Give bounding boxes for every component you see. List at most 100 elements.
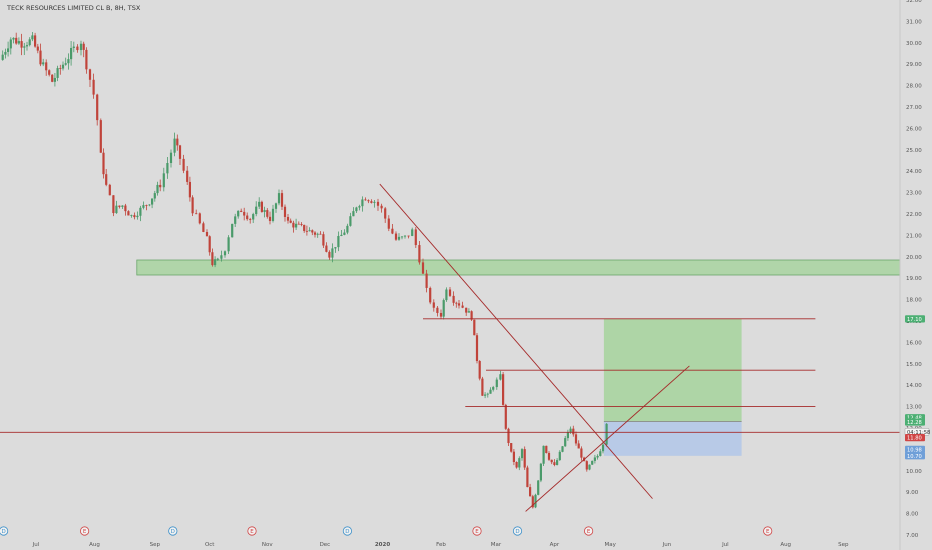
- candle-body: [373, 201, 376, 203]
- candle: [502, 371, 505, 406]
- earnings-marker: E: [472, 526, 482, 536]
- candle: [316, 232, 319, 238]
- price-label: 17.10: [905, 315, 925, 323]
- candle-body: [337, 235, 340, 248]
- candle-body: [72, 46, 75, 48]
- candle: [394, 231, 398, 241]
- candle: [518, 456, 521, 471]
- candle: [550, 459, 553, 465]
- candle-body: [461, 305, 464, 308]
- candle-body: [531, 496, 534, 508]
- candle: [295, 218, 298, 230]
- candle: [96, 93, 99, 126]
- candle: [142, 201, 145, 210]
- candle-body: [566, 432, 569, 439]
- candle: [186, 166, 189, 185]
- candle-body: [9, 39, 12, 49]
- candle: [277, 189, 281, 206]
- candle: [72, 41, 75, 53]
- candle-body: [561, 446, 564, 452]
- candle: [403, 235, 407, 239]
- candle: [79, 40, 83, 56]
- candle-body: [355, 207, 358, 212]
- candle: [572, 425, 575, 437]
- candle: [112, 195, 115, 217]
- candle-body: [48, 70, 51, 75]
- candle-body: [331, 248, 334, 258]
- event-label: D: [171, 529, 175, 535]
- event-label: E: [587, 529, 591, 535]
- candle-body: [507, 428, 510, 444]
- x-tick-label: 2020: [375, 542, 390, 548]
- candle: [322, 231, 325, 248]
- candle-body: [159, 184, 162, 188]
- candle: [4, 48, 7, 59]
- candle-body: [156, 184, 159, 194]
- candle-body: [300, 224, 303, 225]
- trendline-1: [379, 183, 653, 499]
- candle: [76, 44, 79, 53]
- candle: [297, 221, 300, 225]
- price-label-text: 10.70: [907, 454, 922, 460]
- candle-body: [574, 434, 578, 444]
- candle-body: [387, 218, 390, 229]
- candle: [384, 206, 387, 223]
- candle: [319, 231, 322, 235]
- candle: [421, 258, 425, 275]
- price-label: 12.28: [905, 418, 925, 426]
- candle-body: [445, 289, 448, 301]
- candle: [130, 214, 133, 218]
- x-tick-label: May: [605, 542, 617, 548]
- candle: [512, 448, 515, 466]
- candle: [325, 242, 328, 253]
- candle-body: [313, 232, 317, 235]
- support-zone: [136, 259, 901, 276]
- candle: [208, 235, 211, 256]
- candle: [243, 207, 246, 221]
- candle-body: [59, 68, 62, 69]
- price-label: 04:11:58: [904, 428, 930, 436]
- event-circle: [763, 526, 773, 536]
- candle: [136, 211, 139, 220]
- candle-body: [205, 231, 209, 237]
- candle: [198, 212, 201, 225]
- candle-body: [4, 51, 7, 55]
- candle: [124, 203, 127, 216]
- candle-body: [305, 230, 308, 232]
- candle-body: [115, 205, 118, 214]
- candle-body: [45, 62, 48, 71]
- candle-body: [512, 451, 515, 463]
- candle-body: [328, 251, 331, 258]
- candle-body: [593, 457, 596, 461]
- candle: [151, 198, 154, 209]
- candle: [252, 212, 255, 224]
- candle-body: [539, 463, 542, 481]
- candle: [349, 212, 352, 227]
- price-label-box: [905, 434, 925, 442]
- candle-body: [504, 404, 507, 429]
- candle: [539, 462, 542, 483]
- y-tick-label: 25.00: [906, 148, 922, 154]
- candle-body: [596, 455, 599, 458]
- candle-body: [176, 138, 179, 146]
- candle: [534, 493, 537, 509]
- candle: [268, 211, 272, 225]
- candle: [504, 403, 507, 431]
- candle-body: [542, 445, 545, 464]
- candle-body: [99, 120, 102, 153]
- x-tick-label: Jun: [662, 542, 672, 548]
- candle-body: [526, 467, 529, 488]
- candle-body: [484, 394, 487, 396]
- candle-body: [246, 215, 249, 220]
- candle: [300, 222, 303, 227]
- candle: [178, 144, 182, 166]
- candle: [577, 440, 580, 449]
- candle: [214, 256, 217, 268]
- candle-body: [102, 152, 105, 175]
- y-tick-label: 13.00: [906, 405, 922, 411]
- candle: [452, 291, 455, 306]
- y-tick-label: 7.00: [906, 533, 919, 539]
- candle-body: [376, 201, 380, 206]
- event-label: D: [345, 529, 349, 535]
